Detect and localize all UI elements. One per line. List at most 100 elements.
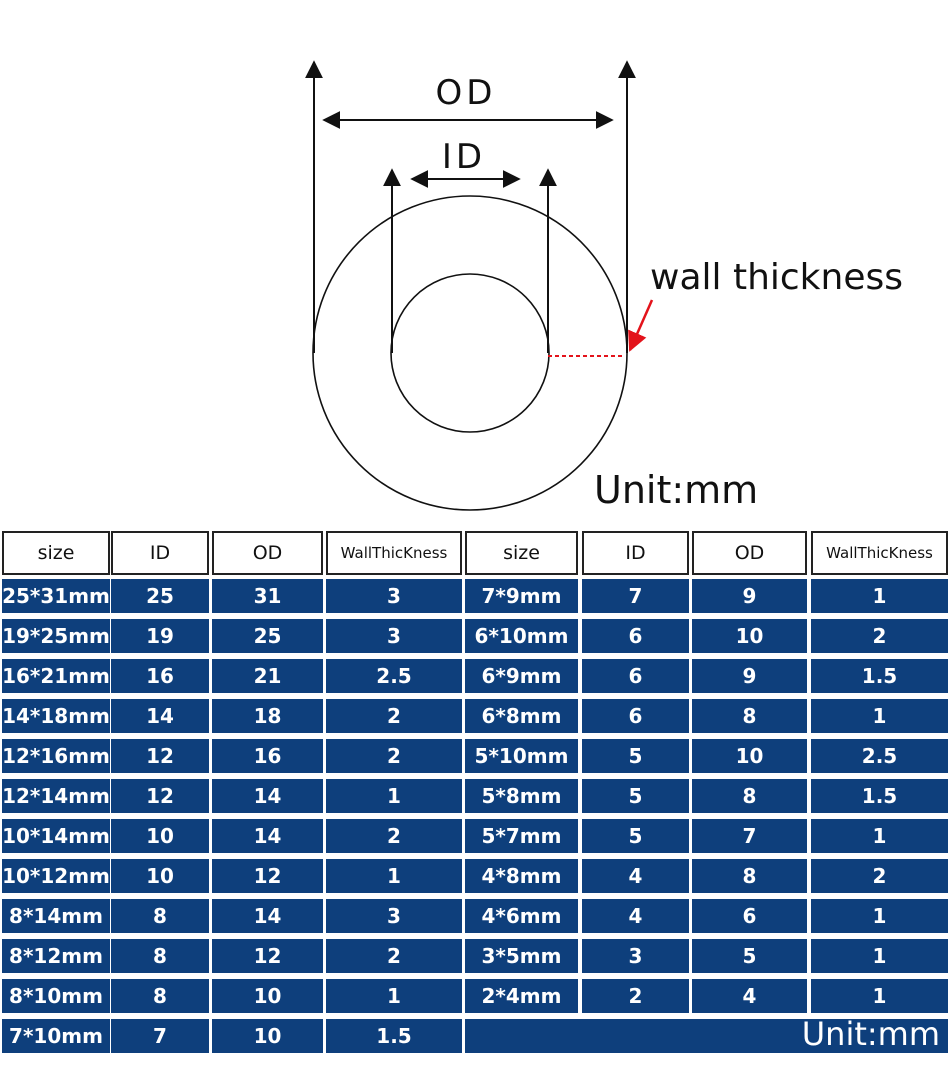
cell-wall-thickness: 1 [326,979,462,1013]
cell-wall-thickness: 2 [326,819,462,853]
cell-size: 7*10mm [2,1019,110,1053]
header-od-left: OD [212,531,323,575]
cell-od: 8 [692,699,807,733]
cell-id: 4 [582,899,689,933]
cell-size: 16*21mm [2,659,110,693]
cell-wall-thickness: 3 [326,619,462,653]
cell-id: 8 [111,939,209,973]
id-label: ID [442,137,486,177]
cell-id: 7 [582,579,689,613]
cell-od: 8 [692,859,807,893]
cell-id: 5 [582,819,689,853]
cell-od: 10 [692,739,807,773]
cell-od: 12 [212,859,323,893]
cell-size: 5*10mm [465,739,578,773]
cell-od: 4 [692,979,807,1013]
cell-od: 12 [212,939,323,973]
header-size-right: size [465,531,578,575]
cell-size: 4*6mm [465,899,578,933]
cell-od: 31 [212,579,323,613]
cell-size: 6*8mm [465,699,578,733]
cell-id: 2 [582,979,689,1013]
cell-id: 25 [111,579,209,613]
cell-wall-thickness: 3 [326,899,462,933]
cell-od: 10 [212,979,323,1013]
cell-od: 5 [692,939,807,973]
cell-size: 4*8mm [465,859,578,893]
outer-circle [312,195,628,511]
wall-thickness-pointer [628,299,654,352]
cell-id: 3 [582,939,689,973]
cell-wall-thickness: 1 [811,979,948,1013]
cell-size: 7*9mm [465,579,578,613]
cell-wall-thickness: 1 [326,859,462,893]
cell-od: 9 [692,579,807,613]
header-id-left: ID [111,531,209,575]
cell-size: 5*7mm [465,819,578,853]
inner-circle [390,273,550,433]
header-wall-thickness-right: WallThicKness [811,531,948,575]
cell-wall-thickness: 2 [811,859,948,893]
header-wall-thickness-left: WallThicKness [326,531,462,575]
cell-size: 6*9mm [465,659,578,693]
cell-size: 10*12mm [2,859,110,893]
unit-label-bottom: Unit:mm [465,1015,948,1053]
cell-od: 7 [692,819,807,853]
cell-od: 14 [212,899,323,933]
cell-id: 6 [582,699,689,733]
cell-size: 25*31mm [2,579,110,613]
cell-od: 8 [692,779,807,813]
cell-size: 19*25mm [2,619,110,653]
cell-wall-thickness: 2.5 [326,659,462,693]
cell-id: 6 [582,659,689,693]
cell-od: 9 [692,659,807,693]
cell-wall-thickness: 2 [326,739,462,773]
cell-id: 12 [111,779,209,813]
tube-size-table: size ID OD WallThicKness size ID OD WallThicKne… [0,528,950,1056]
cell-id: 16 [111,659,209,693]
header-od-right: OD [692,531,807,575]
cell-size: 12*14mm [2,779,110,813]
cell-wall-thickness: 1.5 [811,779,948,813]
cell-id: 7 [111,1019,209,1053]
cell-id: 4 [582,859,689,893]
header-id-right: ID [582,531,689,575]
cell-size: 8*10mm [2,979,110,1013]
cell-id: 10 [111,859,209,893]
unit-label-top: Unit:mm [594,468,759,512]
cell-size: 2*4mm [465,979,578,1013]
cell-size: 10*14mm [2,819,110,853]
cell-wall-thickness: 2.5 [811,739,948,773]
cell-od: 10 [692,619,807,653]
cell-id: 5 [582,779,689,813]
header-size-left: size [2,531,110,575]
cell-id: 8 [111,899,209,933]
cell-od: 10 [212,1019,323,1053]
cell-od: 25 [212,619,323,653]
cell-od: 18 [212,699,323,733]
od-label: OD [436,73,497,113]
tube-dimension-diagram: OD ID wall thickness [305,60,903,511]
wall-thickness-label: wall thickness [650,257,903,298]
cell-id: 19 [111,619,209,653]
cell-size: 5*8mm [465,779,578,813]
cell-id: 5 [582,739,689,773]
cell-wall-thickness: 1 [811,939,948,973]
cell-wall-thickness: 1 [811,899,948,933]
cell-size: 8*12mm [2,939,110,973]
cell-od: 14 [212,819,323,853]
cell-wall-thickness: 1 [326,779,462,813]
cell-wall-thickness: 1.5 [326,1019,462,1053]
cell-id: 12 [111,739,209,773]
cell-od: 14 [212,779,323,813]
cell-id: 14 [111,699,209,733]
cell-size: 12*16mm [2,739,110,773]
cell-od: 21 [212,659,323,693]
cell-wall-thickness: 1 [811,699,948,733]
cell-id: 8 [111,979,209,1013]
cell-size: 8*14mm [2,899,110,933]
cell-wall-thickness: 2 [811,619,948,653]
cell-wall-thickness: 2 [326,939,462,973]
cell-od: 16 [212,739,323,773]
cell-id: 10 [111,819,209,853]
